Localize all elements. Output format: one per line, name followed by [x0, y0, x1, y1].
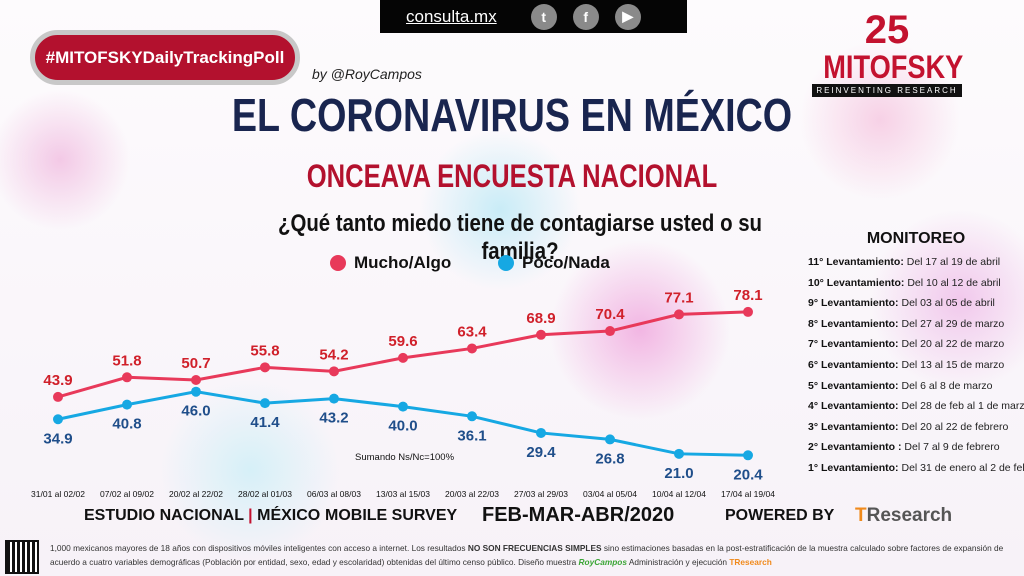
data-point	[743, 450, 753, 461]
data-label: 41.4	[250, 414, 280, 431]
methodology-note: 1,000 mexicanos mayores de 18 años con d…	[50, 543, 1004, 567]
data-point	[329, 393, 339, 404]
x-tick-label: 13/03 al 15/03	[376, 489, 430, 499]
chart-annotation: Sumando Ns/Nc=100%	[355, 452, 455, 463]
monitoreo-item: 8° Levantamiento: Del 27 al 29 de marzo	[808, 317, 1005, 330]
qr-code	[5, 540, 39, 574]
page-title: EL CORONAVIRUS EN MÉXICO	[231, 89, 793, 141]
x-tick-label: 31/01 al 02/02	[31, 489, 85, 499]
x-tick-label: 17/04 al 19/04	[721, 489, 775, 499]
data-label: 40.8	[112, 416, 141, 433]
data-point	[122, 399, 132, 410]
data-point	[191, 375, 201, 386]
monitoreo-item: 7° Levantamiento: Del 20 al 22 de marzo	[808, 338, 1005, 351]
line-chart: 43.9 51.8 50.7 55.8 54.2 59.6 63.4 68.9 70.4 77.1…	[31, 287, 775, 499]
data-label: 63.4	[457, 323, 487, 340]
data-label: 77.1	[664, 289, 693, 306]
data-label: 78.1	[733, 287, 762, 304]
x-tick-label: 27/03 al 29/03	[514, 489, 568, 499]
monitoreo-item: 1° Levantamiento: Del 31 de enero al 2 d…	[808, 461, 1024, 474]
youtube-icon[interactable]: ▶	[614, 3, 641, 30]
site-link[interactable]: consulta.mx	[406, 6, 497, 26]
monitoreo-item: 2° Levantamiento : Del 7 al 9 de febrero	[808, 441, 1000, 454]
data-point	[53, 414, 63, 425]
data-point	[260, 398, 270, 409]
chart-title: ¿Qué tanto miedo tiene de contagiarse us…	[277, 210, 763, 265]
data-label: 55.8	[250, 342, 279, 359]
legend-item-mucho: Mucho/Algo	[330, 253, 451, 273]
monitoreo-item: 5° Levantamiento: Del 6 al 8 de marzo	[808, 379, 993, 392]
data-point	[191, 386, 201, 397]
monitoreo-item: 4° Levantamiento: Del 28 de feb al 1 de …	[808, 400, 1024, 413]
data-label: 59.6	[388, 333, 417, 350]
data-point	[467, 411, 477, 422]
data-point	[467, 343, 477, 354]
data-label: 68.9	[526, 310, 555, 327]
data-point	[536, 427, 546, 438]
data-point	[53, 391, 63, 402]
data-point	[122, 372, 132, 383]
period-label: FEB-MAR-ABR/2020	[482, 504, 675, 526]
facebook-icon[interactable]: f	[572, 3, 599, 30]
estudio-label: ESTUDIO NACIONAL | MÉXICO	[84, 507, 321, 524]
data-label: 51.8	[112, 352, 141, 369]
data-point	[743, 306, 753, 317]
monitoreo-item: 6° Levantamiento: Del 13 al 15 de marzo	[808, 358, 1005, 371]
data-label: 29.4	[526, 444, 556, 461]
data-point	[605, 326, 615, 337]
data-label: 54.2	[319, 346, 348, 363]
data-label: 43.9	[43, 372, 72, 389]
data-point	[398, 401, 408, 412]
tresearch-logo: TResearch	[855, 505, 953, 526]
data-point	[398, 352, 408, 363]
mitofsky-logo: 25 MITOFSKY REINVENTING RESEARCH	[812, 10, 963, 97]
monitoreo-item: 3° Levantamiento: Del 20 al 22 de febrer…	[808, 420, 1009, 433]
data-label: 36.1	[457, 427, 486, 444]
data-label: 50.7	[181, 355, 210, 372]
data-label: 26.8	[595, 450, 624, 467]
data-label: 43.2	[319, 410, 348, 427]
powered-by-label: POWERED BY	[725, 507, 835, 524]
x-tick-label: 06/03 al 08/03	[307, 489, 361, 499]
data-label: 46.0	[181, 403, 210, 420]
monitoreo-item: 9° Levantamiento: Del 03 al 05 de abril	[808, 297, 995, 310]
data-label: 34.9	[43, 430, 72, 447]
x-tick-label: 20/02 al 22/02	[169, 489, 223, 499]
twitter-icon[interactable]: t	[530, 3, 557, 30]
x-tick-label: 28/02 al 01/03	[238, 489, 292, 499]
hashtag-badge: #MITOFSKYDailyTrackingPoll	[30, 30, 300, 85]
x-tick-label: 07/02 al 09/02	[100, 489, 154, 499]
monitoreo-item: 11° Levantamiento: Del 17 al 19 de abril	[808, 256, 1001, 268]
x-tick-label: 20/03 al 22/03	[445, 489, 499, 499]
top-bar: consulta.mx t f ▶	[380, 0, 687, 33]
x-tick-label: 10/04 al 12/04	[652, 489, 706, 499]
byline: by @RoyCampos	[312, 66, 422, 82]
data-point	[674, 309, 684, 320]
data-label: 21.0	[664, 465, 693, 482]
data-label: 70.4	[595, 306, 625, 323]
data-label: 20.4	[733, 466, 763, 483]
monitoreo-title: MONITOREO	[866, 230, 966, 247]
data-point	[605, 434, 615, 445]
data-point	[260, 362, 270, 373]
page-subtitle: ONCEAVA ENCUESTA NACIONAL	[306, 158, 718, 194]
monitoreo-item: 10° Levantamiento: Del 10 al 12 de abril	[808, 276, 1001, 289]
data-point	[536, 329, 546, 340]
data-point	[674, 448, 684, 459]
x-tick-label: 03/04 al 05/04	[583, 489, 637, 499]
data-label: 40.0	[388, 418, 417, 435]
monitoreo-panel: MONITOREO 11° Levantamiento: Del 17 al 1…	[808, 230, 1024, 479]
mobile-survey-label: MOBILE SURVEY	[325, 507, 458, 524]
legend-item-poco: Poco/Nada	[498, 253, 610, 273]
data-point	[329, 366, 339, 377]
